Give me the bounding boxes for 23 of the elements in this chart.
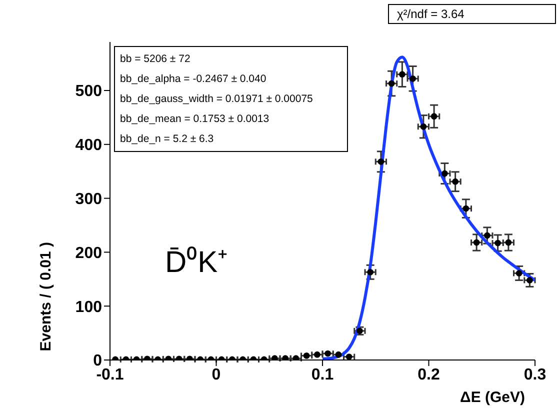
- y-tick-label: 300: [75, 190, 102, 208]
- y-tick-label: 500: [75, 83, 102, 100]
- y-tick-label: 400: [75, 137, 102, 154]
- fit-quality-box: χ²/ndf = 3.64: [388, 4, 556, 24]
- annotation: bb_de_mean = 0.1753 ± 0.0013: [120, 112, 270, 127]
- point: [378, 158, 384, 165]
- point: [410, 75, 416, 82]
- annotation: bb_de_alpha = -0.2467 ± 0.040: [120, 72, 268, 87]
- x-tick-label: 0.2: [418, 366, 440, 384]
- x-tick-label: 0.1: [311, 366, 334, 384]
- y-tick-label: 200: [75, 244, 102, 262]
- x-tick-label: 0.3: [524, 366, 546, 384]
- y-tick-label: 100: [75, 298, 102, 316]
- annotation: D̄⁰K⁺: [165, 245, 228, 281]
- y-axis-title: Events / ( 0.01 ): [38, 242, 55, 352]
- point: [367, 268, 374, 276]
- point: [462, 205, 470, 212]
- x-tick-label: 0: [212, 366, 221, 384]
- line-series: [321, 56, 535, 360]
- annotation: bb_de_gauss_width = 0.01971 ± 0.00075: [120, 92, 314, 107]
- annotation: bb = 5206 ± 72: [120, 52, 192, 67]
- annotation: bb_de_n = 5.2 ± 6.3: [120, 132, 215, 147]
- x-axis-title: ΔE (GeV): [460, 389, 525, 406]
